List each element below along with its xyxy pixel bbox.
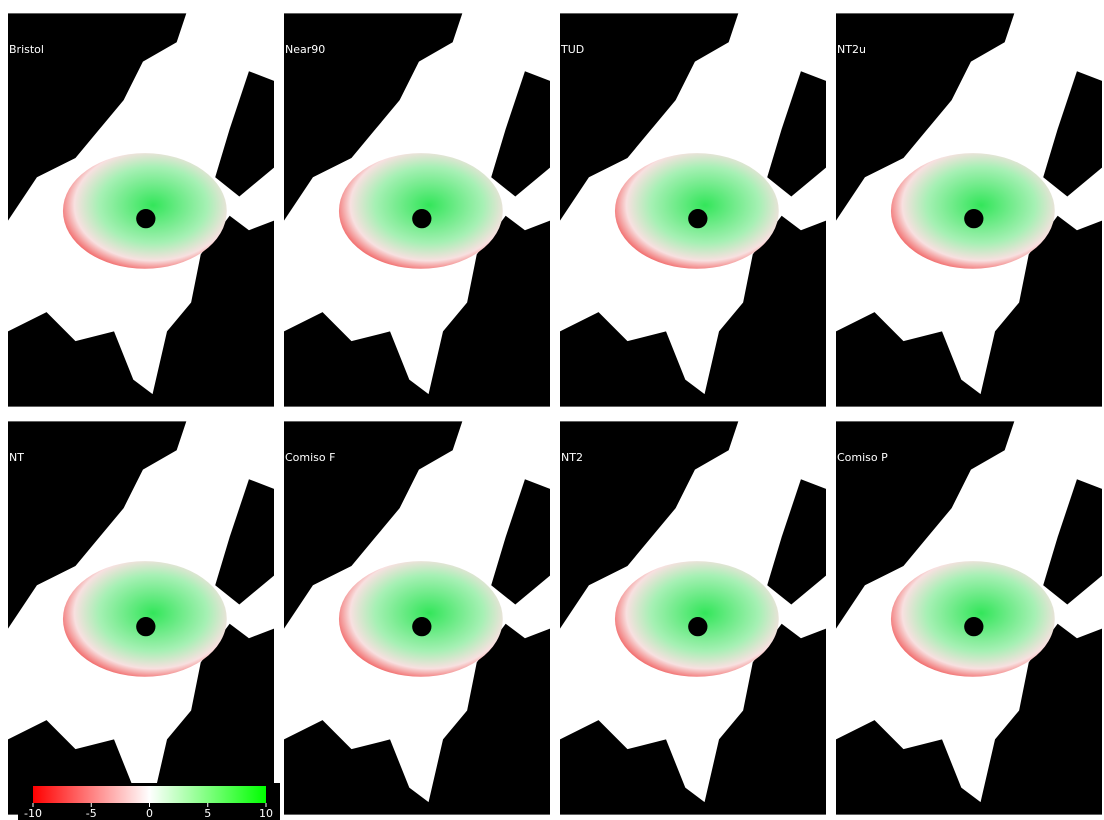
colorbar-tick-label: 0 xyxy=(146,807,153,820)
colorbar-tick-label: -10 xyxy=(24,807,42,820)
map-panel xyxy=(560,13,826,406)
panel-label: NT2u xyxy=(837,43,866,56)
panel-label: Near90 xyxy=(285,43,325,56)
panel-label: Comiso P xyxy=(837,451,888,464)
panel-label: NT2 xyxy=(561,451,583,464)
map-panel xyxy=(836,13,1102,406)
colorbar xyxy=(33,786,266,803)
map-panel xyxy=(284,421,550,814)
map-panel xyxy=(8,421,274,814)
colorbar-tick-label: -5 xyxy=(86,807,97,820)
panel-label: Comiso F xyxy=(285,451,335,464)
figure: Bristol Near90 TUD NT2u NT Comiso F NT2 Comiso … xyxy=(0,0,1104,820)
map-panel xyxy=(8,13,274,406)
colorbar-tick-label: 5 xyxy=(204,807,211,820)
colorbar-tick-label: 10 xyxy=(259,807,273,820)
map-panel xyxy=(284,13,550,406)
panel-label: NT xyxy=(9,451,24,464)
map-panel xyxy=(836,421,1102,814)
map-panel xyxy=(560,421,826,814)
panel-label: TUD xyxy=(560,43,584,56)
panel-label: Bristol xyxy=(9,43,44,56)
